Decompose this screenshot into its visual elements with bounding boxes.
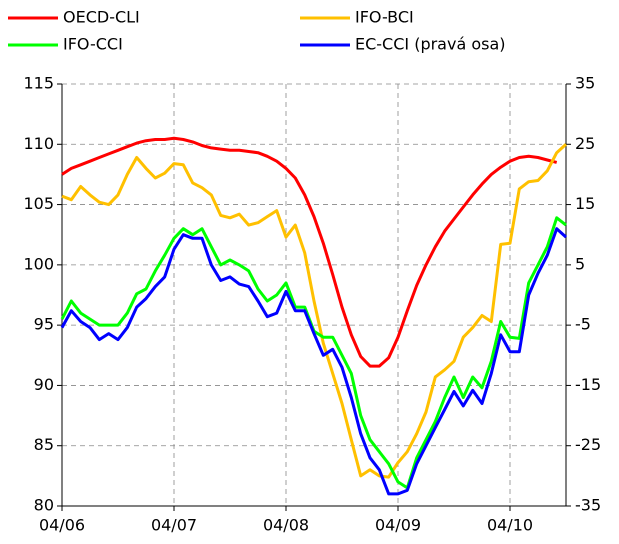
y2-tick-label: 35 — [575, 74, 595, 93]
y-tick-label: 115 — [23, 74, 54, 93]
series-line — [61, 136, 558, 368]
y-tick-label: 95 — [34, 315, 54, 334]
y-tick-label: 100 — [23, 254, 54, 273]
x-tick-label: 04/06 — [39, 516, 85, 535]
x-tick-label: 04/09 — [375, 516, 421, 535]
x-tick-label: 04/10 — [487, 516, 533, 535]
y-tick-label: 105 — [23, 194, 54, 213]
series-line — [61, 143, 568, 479]
y2-tick-label: -5 — [575, 315, 591, 334]
y-tick-label: 110 — [23, 134, 54, 153]
y2-tick-label: 5 — [575, 254, 585, 273]
y-tick-label: 90 — [34, 375, 54, 394]
x-tick-label: 04/08 — [263, 516, 309, 535]
series-line — [60, 216, 567, 490]
y2-tick-label: -15 — [575, 375, 601, 394]
legend-label: OECD-CLI — [63, 8, 140, 27]
y-tick-label: 85 — [34, 435, 54, 454]
y2-tick-label: 25 — [575, 134, 595, 153]
legend-label: EC-CCI (pravá osa) — [355, 35, 506, 54]
y2-tick-label: -35 — [575, 496, 601, 515]
y-tick-label: 80 — [34, 496, 54, 515]
x-tick-label: 04/07 — [151, 516, 197, 535]
y2-tick-label: 15 — [575, 194, 595, 213]
legend-label: IFO-CCI — [63, 35, 123, 54]
series-line — [60, 227, 568, 496]
legend-label: IFO-BCI — [355, 8, 414, 27]
y2-tick-label: -25 — [575, 435, 601, 454]
